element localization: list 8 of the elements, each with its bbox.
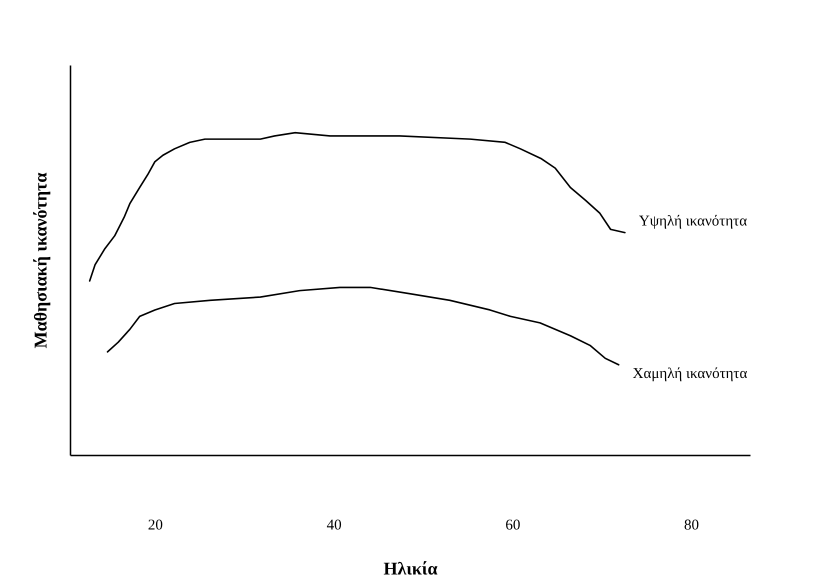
x-tick-label: 60 xyxy=(505,518,520,534)
series-label: Χαμηλή ικανότητα xyxy=(632,366,748,382)
x-tick-label: 80 xyxy=(684,518,700,534)
series-label: Υψηλή ικανότητα xyxy=(638,214,748,230)
x-tick-label: 20 xyxy=(148,518,163,534)
x-tick-label: 40 xyxy=(326,518,342,534)
x-axis-title: Ηλικία xyxy=(383,558,438,578)
y-axis-title: Μαθησιακή ικανότητα xyxy=(30,172,50,348)
